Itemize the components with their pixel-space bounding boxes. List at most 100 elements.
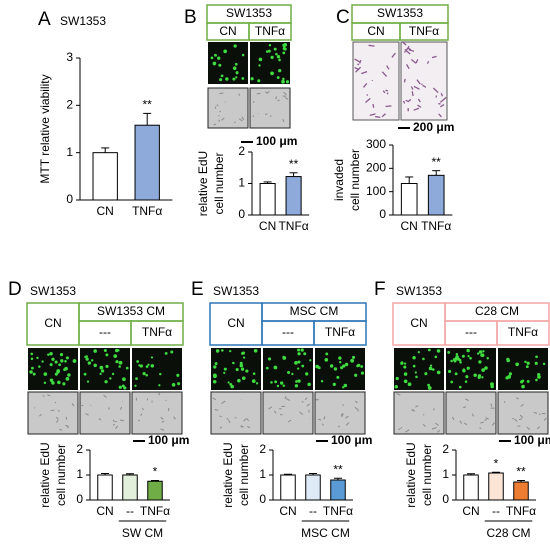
nucleus xyxy=(297,352,301,356)
nucleus xyxy=(275,52,278,56)
nucleus xyxy=(417,350,420,354)
nucleus xyxy=(447,350,451,354)
nucleus xyxy=(270,55,274,59)
invaded-cell xyxy=(401,40,407,46)
nucleus xyxy=(64,359,67,363)
cell-outline xyxy=(405,429,410,433)
header-cell xyxy=(313,320,367,346)
nucleus xyxy=(469,356,472,360)
nucleus xyxy=(303,352,307,356)
nucleus xyxy=(241,53,245,57)
y-axis-label: invaded xyxy=(332,159,346,201)
nucleus xyxy=(150,356,154,359)
scale-label: 100 μm xyxy=(256,134,297,148)
nucleus xyxy=(105,364,109,369)
x-tick-label: TNFα xyxy=(421,219,451,233)
nucleus xyxy=(93,363,97,368)
nucleus xyxy=(300,348,304,352)
nucleus xyxy=(265,50,269,53)
nucleus xyxy=(99,365,104,370)
panel-letter: D xyxy=(8,279,22,300)
bar xyxy=(427,174,445,216)
phase-image xyxy=(314,391,366,435)
y-tick-label: 0 xyxy=(66,192,73,206)
invaded-cell xyxy=(405,45,410,51)
cell-outline xyxy=(226,417,229,421)
cell-outline xyxy=(103,394,107,398)
nucleus xyxy=(212,379,217,384)
nucleus xyxy=(422,357,425,361)
cell-outline xyxy=(485,417,489,420)
nucleus xyxy=(237,378,241,383)
cell-outline xyxy=(519,418,523,421)
nucleus xyxy=(524,360,527,364)
invaded-cell xyxy=(372,103,375,108)
nucleus xyxy=(473,373,477,377)
cell-outline xyxy=(219,110,222,113)
invaded-cell xyxy=(416,79,421,85)
nucleus xyxy=(478,360,482,364)
nucleus xyxy=(245,369,249,373)
nucleus xyxy=(320,379,324,383)
cell-outline xyxy=(526,426,531,431)
cell-outline xyxy=(234,121,236,124)
y-tick-label: 1 xyxy=(76,467,83,481)
nucleus xyxy=(51,381,55,385)
scale-label: 100 μm xyxy=(514,433,550,447)
nucleus xyxy=(105,353,109,357)
nucleus xyxy=(177,382,181,386)
invaded-cell xyxy=(381,113,386,118)
nucleus xyxy=(351,355,356,359)
nucleus xyxy=(356,364,359,368)
cell-outline xyxy=(55,416,59,420)
header-cell xyxy=(130,320,184,346)
nucleus xyxy=(217,56,221,60)
header-column: TNFα xyxy=(255,24,285,38)
invaded-cell xyxy=(355,66,362,73)
nucleus xyxy=(118,365,121,368)
nucleus xyxy=(484,366,488,370)
cell-outline xyxy=(265,91,268,94)
nucleus xyxy=(41,360,44,363)
invaded-cell xyxy=(365,97,371,103)
nucleus xyxy=(526,380,530,383)
cell-outline xyxy=(396,392,401,396)
cell-outline xyxy=(140,413,143,417)
nucleus xyxy=(424,372,428,376)
cell-outline xyxy=(282,118,285,123)
cell-outline xyxy=(228,419,231,424)
nucleus xyxy=(343,383,348,388)
bar xyxy=(122,474,138,501)
cell-outline xyxy=(137,419,141,422)
nucleus xyxy=(85,355,88,358)
cell-outline xyxy=(471,413,475,417)
y-tick-label: 200 xyxy=(366,161,386,175)
nucleus xyxy=(276,55,281,59)
cell-outline xyxy=(435,426,437,429)
nucleus xyxy=(212,61,217,66)
panel-letter: B xyxy=(184,7,197,28)
cell-outline xyxy=(65,416,68,420)
y-axis-label: relative EdU xyxy=(196,151,210,216)
cell-outline xyxy=(98,418,102,421)
nucleus xyxy=(216,349,220,353)
y-axis-label: cell number xyxy=(54,444,68,506)
nucleus xyxy=(227,381,230,384)
nucleus xyxy=(257,79,261,83)
cell-outline xyxy=(422,423,426,427)
cell-outline xyxy=(284,97,289,100)
nucleus xyxy=(427,383,431,387)
scale-label: 100 μm xyxy=(331,433,372,447)
cell-outline xyxy=(120,406,123,410)
header-column: CN xyxy=(219,24,236,38)
nucleus xyxy=(333,367,338,371)
nucleus xyxy=(159,372,162,376)
cell-outline xyxy=(323,416,326,420)
cell-outline xyxy=(216,104,219,107)
nucleus xyxy=(235,76,238,79)
nucleus xyxy=(282,51,286,55)
nucleus xyxy=(241,351,245,355)
invaded-cell xyxy=(408,49,415,52)
header-title: MSC CM xyxy=(290,304,339,318)
nucleus xyxy=(213,365,217,369)
